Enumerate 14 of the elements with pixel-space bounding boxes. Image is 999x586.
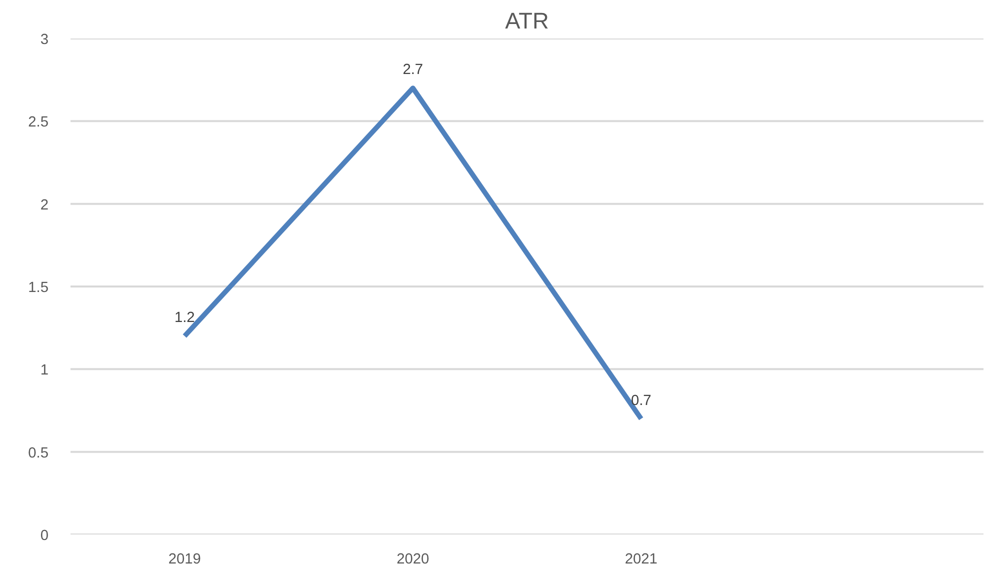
- x-tick-label: 2020: [396, 552, 430, 568]
- data-label: 1.2: [174, 310, 195, 326]
- y-tick-label: 0: [40, 528, 49, 544]
- x-tick-label: 2019: [168, 552, 201, 568]
- data-label: 2.7: [402, 62, 424, 78]
- y-tick-label: 2.5: [28, 114, 48, 131]
- y-tick-label: 2: [40, 197, 49, 214]
- y-tick-label: 3: [40, 32, 49, 48]
- y-tick-label: 1.5: [28, 280, 48, 296]
- data-label: 0.7: [630, 392, 652, 409]
- chart-title: ATR: [505, 8, 549, 34]
- y-tick-label: 0.5: [28, 445, 48, 462]
- x-tick-label: 2021: [624, 552, 658, 568]
- y-tick-label: 1: [40, 362, 49, 379]
